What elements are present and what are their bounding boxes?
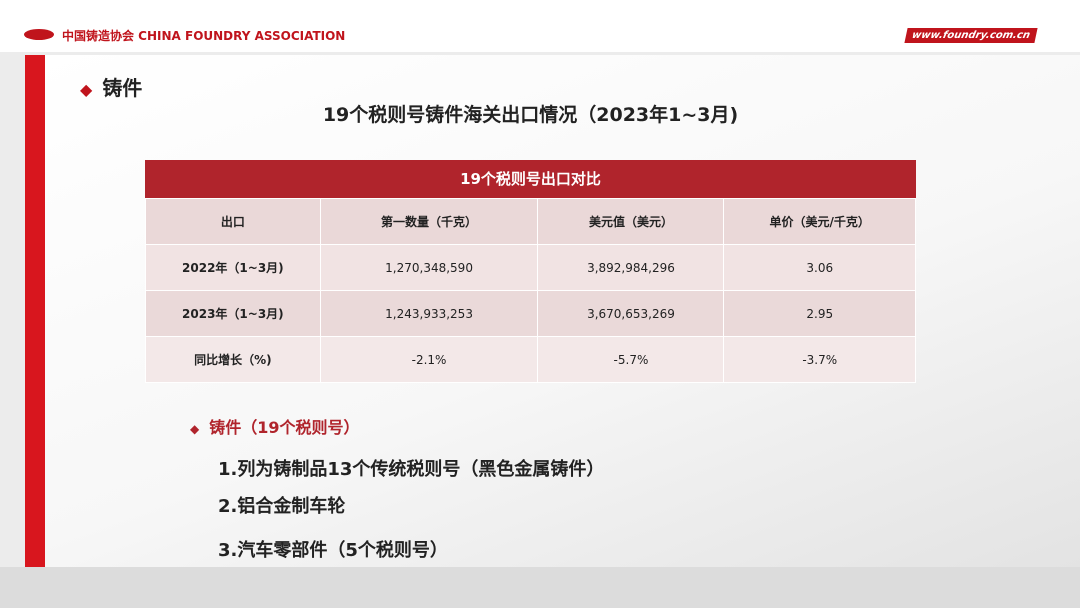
cell: 1,243,933,253 xyxy=(319,290,539,337)
list-item: 3.汽车零部件（5个税则号） xyxy=(218,540,448,561)
cell: 1,270,348,590 xyxy=(319,244,539,291)
section-heading: 铸件 xyxy=(80,72,142,101)
table-caption: 19个税则号出口对比 xyxy=(145,160,916,198)
cell: -3.7% xyxy=(723,336,916,383)
table-row: 2022年（1~3月) 1,270,348,590 3,892,984,296 3.0… xyxy=(145,244,916,291)
data-table: 19个税则号出口对比 出口 第一数量（千克） 美元值（美元） 单价（美元/千克） 202… xyxy=(145,160,916,383)
bullet: 铸件（19个税则号） xyxy=(190,414,359,438)
table-row: 2023年（1~3月) 1,243,933,253 3,670,653,269 2.9… xyxy=(145,290,916,337)
cell: -5.7% xyxy=(537,336,725,383)
column-header: 出口 xyxy=(145,198,321,245)
website: www.foundry.com.cn xyxy=(904,28,1038,43)
footer-band xyxy=(0,567,1080,608)
organization: 中国铸造协会 CHINA FOUNDRY ASSOCIATION xyxy=(62,29,346,43)
header-band xyxy=(0,0,1080,52)
cell: 2.95 xyxy=(723,290,916,337)
slide-title: 19个税则号铸件海关出口情况（2023年1~3月) xyxy=(322,104,739,126)
list-item: 2.铝合金制车轮 xyxy=(218,496,346,517)
header-row: 出口 第一数量（千克） 美元值（美元） 单价（美元/千克） xyxy=(145,198,916,245)
table-row: 同比增长（%) -2.1% -5.7% -3.7% xyxy=(145,336,916,383)
row-label: 2022年（1~3月) xyxy=(145,244,321,291)
logo xyxy=(24,29,54,40)
cell: 3.06 xyxy=(723,244,916,291)
column-header: 第一数量（千克） xyxy=(319,198,539,245)
row-label: 同比增长（%) xyxy=(145,336,321,383)
cell: 3,670,653,269 xyxy=(537,290,725,337)
column-header: 美元值（美元） xyxy=(537,198,725,245)
cell: 3,892,984,296 xyxy=(537,244,725,291)
cell: -2.1% xyxy=(319,336,539,383)
column-header: 单价（美元/千克） xyxy=(723,198,916,245)
list-item: 1.列为铸制品13个传统税则号（黑色金属铸件） xyxy=(218,459,605,480)
red-bar xyxy=(25,55,45,567)
row-label: 2023年（1~3月) xyxy=(145,290,321,337)
